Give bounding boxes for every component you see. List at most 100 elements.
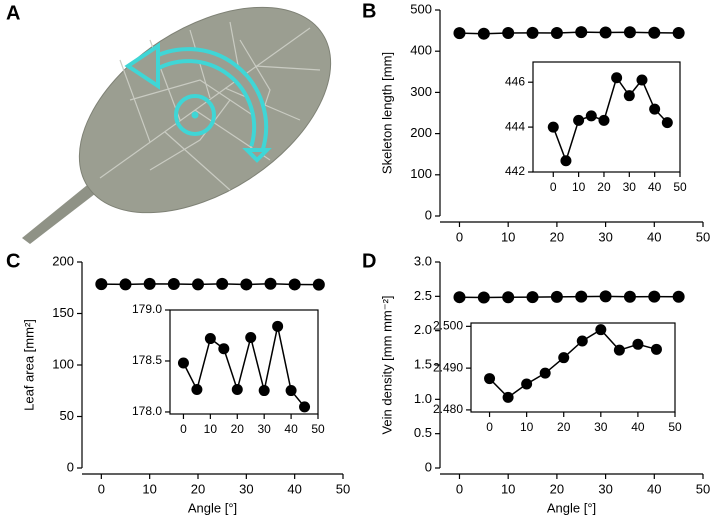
y-tick-label: 200 xyxy=(52,253,74,268)
y-tick-label: 400 xyxy=(410,43,432,58)
series-line xyxy=(552,76,668,164)
data-point xyxy=(477,291,490,304)
series-line xyxy=(182,326,306,408)
y-axis-label: Leaf area [mm²] xyxy=(21,319,36,411)
y-tick-label: 2.480 xyxy=(433,402,463,416)
data-point xyxy=(672,26,685,39)
panel-letter: A xyxy=(6,2,20,24)
x-tick-label: 30 xyxy=(598,229,612,244)
y-tick-label: 0.5 xyxy=(414,425,432,440)
data-point xyxy=(636,74,648,86)
y-tick-label: 442 xyxy=(505,164,525,178)
x-tick-label: 50 xyxy=(696,229,710,244)
x-tick-label: 30 xyxy=(258,422,272,436)
data-point xyxy=(560,155,572,167)
center-dot xyxy=(191,111,199,119)
data-point xyxy=(218,343,230,355)
arc-end xyxy=(242,148,272,163)
data-point xyxy=(526,26,539,39)
data-point xyxy=(661,117,673,129)
data-point xyxy=(299,401,311,413)
x-tick-label: 30 xyxy=(239,481,253,496)
data-point xyxy=(502,26,515,39)
inset-frame xyxy=(169,309,319,415)
data-point xyxy=(245,332,257,344)
x-tick-label: 50 xyxy=(696,481,710,496)
x-tick-label: 0 xyxy=(550,180,557,194)
data-point xyxy=(650,343,662,355)
x-tick-label: 10 xyxy=(204,422,218,436)
data-point xyxy=(623,290,636,303)
y-tick-label: 2.5 xyxy=(414,288,432,303)
x-tick-label: 30 xyxy=(623,180,637,194)
x-tick-label: 10 xyxy=(520,420,534,434)
y-tick-label: 2.490 xyxy=(433,360,463,374)
y-tick-label: 3.0 xyxy=(414,253,432,268)
y-axis-label: Vein density [mm mm⁻²] xyxy=(379,295,394,434)
data-point xyxy=(484,373,496,385)
y-tick-label: 200 xyxy=(410,125,432,140)
x-tick-label: 50 xyxy=(336,481,350,496)
arrow-head xyxy=(124,42,160,90)
x-tick-label: 30 xyxy=(594,420,608,434)
data-point xyxy=(623,26,636,39)
data-point xyxy=(575,26,588,39)
data-point xyxy=(550,290,563,303)
y-tick-label: 446 xyxy=(505,74,525,88)
data-point xyxy=(623,90,635,102)
x-tick-label: 20 xyxy=(231,422,245,436)
x-tick-label: 0 xyxy=(180,422,187,436)
x-tick-label: 50 xyxy=(311,422,325,436)
data-point xyxy=(599,26,612,39)
x-tick-label: 0 xyxy=(456,229,463,244)
y-tick-label: 50 xyxy=(60,408,74,423)
x-tick-label: 10 xyxy=(501,481,515,496)
data-point xyxy=(477,27,490,40)
data-point xyxy=(672,290,685,303)
data-point xyxy=(192,278,204,291)
data-point xyxy=(539,367,551,379)
y-tick-label: 0 xyxy=(425,207,432,222)
data-point xyxy=(585,110,597,122)
data-point xyxy=(285,385,297,397)
panel-letter: D xyxy=(362,250,376,272)
data-point xyxy=(648,26,661,39)
data-point xyxy=(598,114,610,126)
data-point xyxy=(632,338,644,350)
x-tick-label: 20 xyxy=(550,229,564,244)
y-tick-label: 179.0 xyxy=(132,302,162,316)
data-point xyxy=(119,278,132,291)
data-point xyxy=(648,290,661,303)
y-tick-label: 0 xyxy=(425,459,432,474)
y-tick-label: 100 xyxy=(52,356,74,371)
data-point xyxy=(550,26,563,39)
series-line xyxy=(459,295,679,299)
y-tick-label: 178.5 xyxy=(132,353,162,367)
panel-letter: C xyxy=(6,250,20,272)
data-point xyxy=(502,291,515,304)
series-line xyxy=(489,328,657,399)
data-point xyxy=(258,385,270,397)
x-tick-label: 40 xyxy=(647,481,661,496)
x-tick-label: 20 xyxy=(191,481,205,496)
x-tick-label: 20 xyxy=(557,420,571,434)
x-axis-label: Angle [°] xyxy=(188,500,237,515)
data-point xyxy=(191,384,203,396)
y-tick-label: 2.0 xyxy=(414,322,432,337)
series-line xyxy=(459,31,679,35)
leaf-blade xyxy=(78,6,332,214)
data-point xyxy=(231,384,243,396)
y-tick-label: 1.0 xyxy=(414,391,432,406)
data-point xyxy=(547,121,559,133)
series-line xyxy=(101,283,319,286)
y-tick-label: 0 xyxy=(67,459,74,474)
data-point xyxy=(272,320,284,332)
y-tick-label: 500 xyxy=(410,1,432,16)
data-point xyxy=(216,277,229,290)
center-ring xyxy=(174,94,216,136)
x-tick-label: 40 xyxy=(647,229,661,244)
x-tick-label: 20 xyxy=(550,481,564,496)
data-point xyxy=(453,291,466,304)
x-tick-label: 0 xyxy=(456,481,463,496)
data-point xyxy=(573,114,585,126)
